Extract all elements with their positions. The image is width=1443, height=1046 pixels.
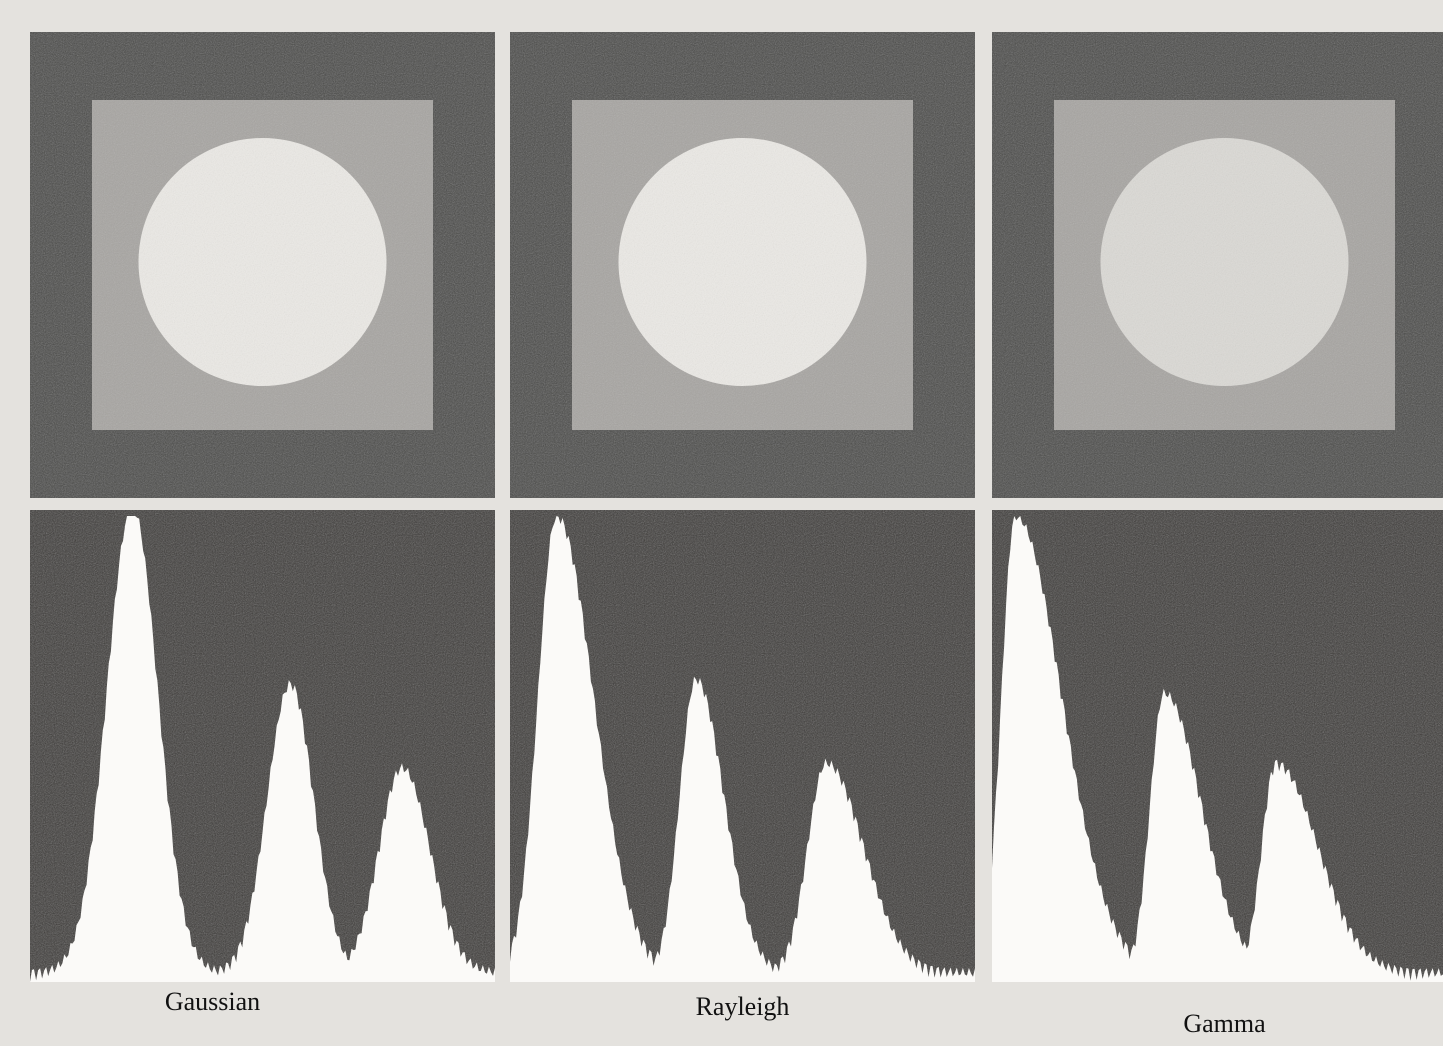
test-image-circle (1101, 138, 1349, 386)
figure: Gaussian Rayleigh Gamma (0, 0, 1443, 1046)
test-image-circle (619, 138, 867, 386)
panels: Gaussian Rayleigh Gamma (30, 32, 1443, 1038)
panel-label: Gamma (1183, 1009, 1266, 1038)
panel-label: Rayleigh (696, 992, 790, 1021)
test-image-circle (139, 138, 387, 386)
panel-label: Gaussian (165, 987, 260, 1016)
